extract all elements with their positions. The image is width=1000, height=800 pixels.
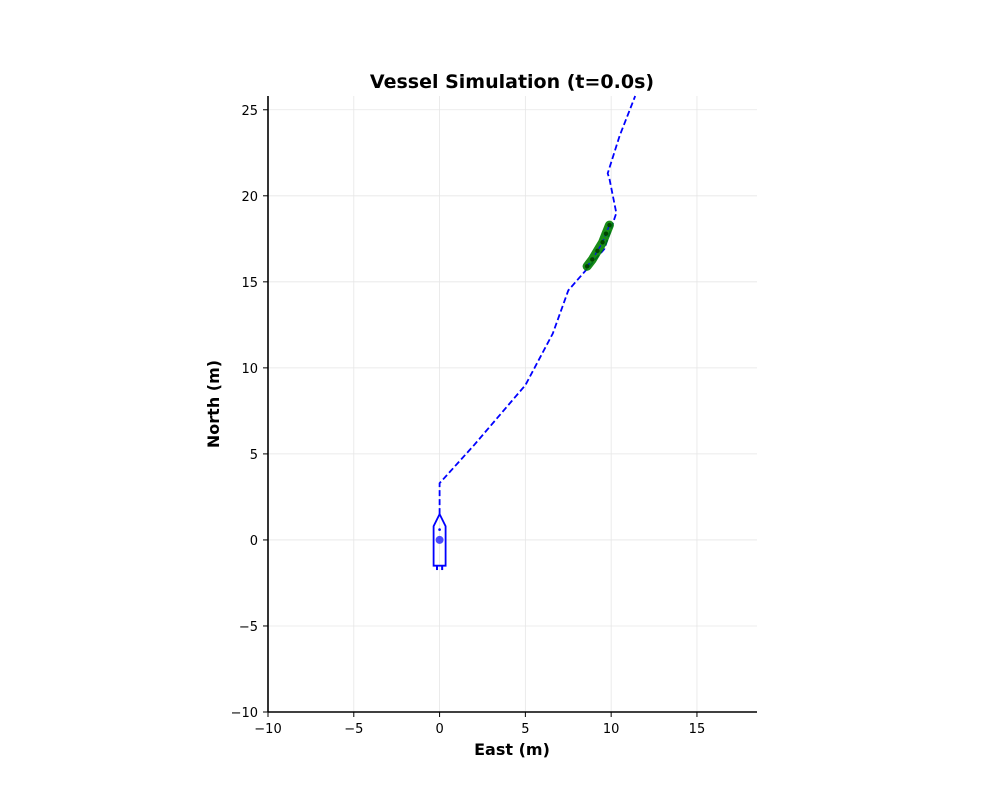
x-tick-label: 15	[689, 722, 706, 737]
y-tick-label: 0	[250, 534, 258, 549]
target-point	[590, 257, 595, 262]
y-tick-label: 20	[241, 190, 258, 205]
vessel-bow-marker	[438, 528, 441, 531]
target-point	[600, 240, 605, 245]
y-axis-label: North (m)	[204, 360, 223, 448]
target-point	[603, 231, 609, 236]
x-tick-label: 0	[435, 722, 443, 737]
chart-title: Vessel Simulation (t=0.0s)	[370, 71, 654, 93]
y-tick-label: 5	[250, 448, 258, 463]
x-tick-label: 10	[603, 722, 620, 737]
x-tick-label: −5	[344, 722, 363, 737]
plot-series	[438, 95, 637, 515]
target-point	[584, 264, 590, 269]
x-tick-label: 5	[521, 722, 529, 737]
y-tick-label: 10	[241, 362, 258, 377]
grid	[267, 96, 757, 713]
x-axis-label: East (m)	[474, 740, 550, 759]
y-tick-label: −5	[239, 620, 258, 635]
vessel-hull	[432, 512, 447, 567]
y-tick-label: −10	[231, 706, 258, 721]
y-tick-label: 25	[241, 104, 258, 119]
x-tick-label: −10	[254, 722, 281, 737]
reference-path-line	[438, 95, 637, 515]
vessel-marker	[432, 512, 447, 571]
y-tick-label: 15	[241, 276, 258, 291]
axes	[267, 96, 757, 713]
target-point	[607, 222, 612, 228]
target-point	[595, 248, 600, 254]
vessel-center	[435, 535, 444, 544]
ticks: −10 −5 0 5 10 15 −10 −5 0 5 10 15 20 25	[231, 104, 706, 737]
